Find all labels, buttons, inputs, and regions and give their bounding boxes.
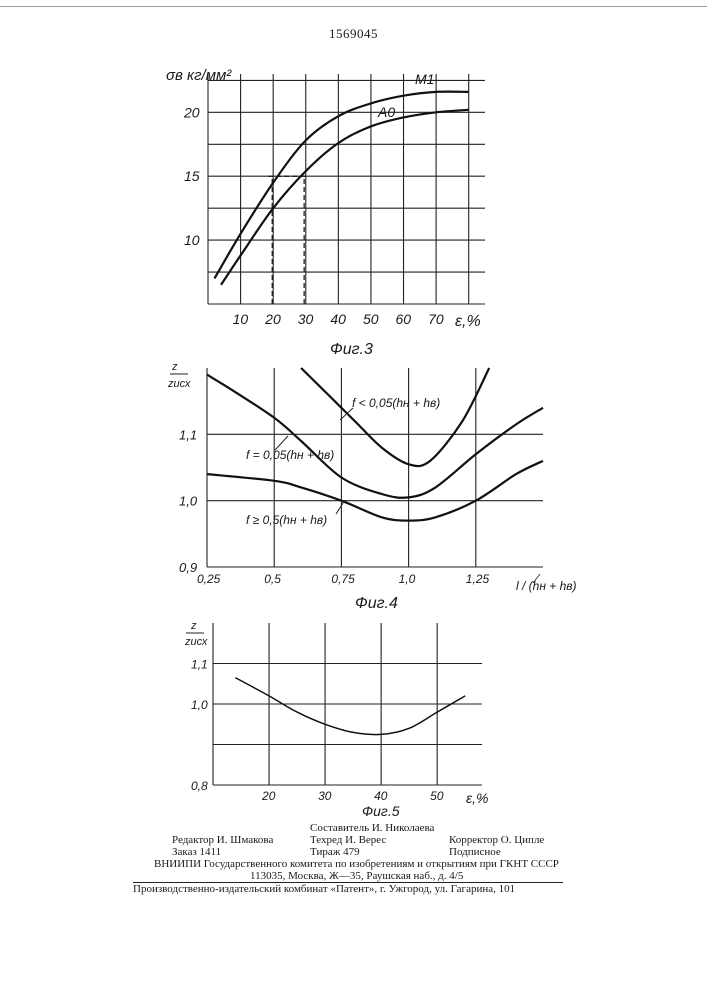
fig3-x-tick-label: 20 — [264, 311, 281, 327]
fig3-xlabel: ε,% — [455, 313, 481, 330]
svg-text:z: z — [190, 620, 197, 632]
fig3-caption: Фиг.3 — [330, 341, 373, 358]
fig4-x-tick-label: 1,0 — [399, 572, 416, 586]
fig4-x-tick-label: 1,25 — [466, 572, 490, 586]
fig5-curves — [235, 678, 465, 735]
fig4-series-label-2: f = 0,05(hн + hв) — [246, 448, 334, 462]
imprint-org: ВНИИПИ Государственного комитета по изоб… — [154, 858, 559, 871]
fig3-series-line-2 — [221, 110, 469, 285]
imprint-compiler: Составитель И. Николаева — [310, 822, 434, 835]
fig4-x-tick-label: 0,25 — [197, 572, 221, 586]
fig5-caption: Фиг.5 — [362, 803, 400, 819]
imprint-corrector: Корректор О. Ципле — [449, 834, 544, 847]
fig4-x-tick-label: 0,75 — [331, 572, 355, 586]
figure-4-chart: z zисх l / (hн + hв) f < 0,05(hн + hв) f… — [0, 360, 707, 610]
fig5-grid — [213, 623, 482, 785]
fig4-y-tick-label: 0,9 — [179, 560, 197, 575]
fig5-x-tick-label: 30 — [318, 789, 332, 803]
svg-text:zисх: zисх — [184, 636, 208, 648]
fig3-y-tick-label: 15 — [184, 168, 200, 184]
fig5-y-tick-label: 0,8 — [191, 779, 208, 793]
imprint-editor: Редактор И. Шмакова — [172, 834, 273, 847]
fig3-series-line-1 — [215, 92, 469, 279]
fig4-series-label-1: f < 0,05(hн + hв) — [352, 396, 440, 410]
fig3-ylabel: σв кг/мм² — [166, 67, 232, 84]
svg-text:z: z — [171, 361, 178, 373]
fig3-x-tick-label: 70 — [428, 311, 444, 327]
imprint-address: 113035, Москва, Ж—35, Раушская наб., д. … — [250, 870, 463, 883]
imprint-signed: Подписное — [449, 846, 501, 859]
svg-text:zисх: zисх — [167, 378, 191, 390]
patent-number: 1569045 — [0, 26, 707, 42]
top-border-line — [0, 6, 707, 7]
imprint-plant: Производственно-издательский комбинат «П… — [133, 882, 563, 896]
fig3-series-label-a0: A0 — [377, 104, 395, 120]
fig5-y-tick-label: 1,1 — [191, 658, 208, 672]
fig3-x-tick-label: 30 — [298, 311, 314, 327]
fig3-series-label-m1: M1 — [415, 71, 434, 87]
fig4-curves — [207, 368, 543, 521]
fig3-y-tick-label: 10 — [184, 232, 200, 248]
fig3-x-tick-label: 40 — [330, 311, 346, 327]
imprint-techred: Техред И. Верес — [310, 834, 386, 847]
fig3-x-tick-label: 60 — [396, 311, 412, 327]
imprint-order: Заказ 1411 — [172, 846, 221, 859]
fig4-y-tick-label: 1,0 — [179, 494, 198, 509]
fig5-series-line-1 — [235, 678, 465, 735]
fig5-x-tick-label: 40 — [374, 789, 388, 803]
imprint-circulation: Тираж 479 — [310, 846, 360, 859]
fig3-y-tick-label: 20 — [183, 104, 200, 120]
fig5-xlabel: ε,% — [466, 790, 489, 806]
fig4-y-tick-label: 1,1 — [179, 427, 197, 442]
figure-5-chart: z zисх ε,% Фиг.5 20 30 40 50 0,8 1,0 1,1 — [0, 610, 707, 825]
fig5-ylabel: z zисх — [184, 620, 208, 648]
fig4-xlabel: l / (hн + hв) — [516, 579, 577, 593]
fig3-x-tick-label: 10 — [233, 311, 249, 327]
fig3-grid — [208, 74, 485, 304]
fig3-x-tick-label: 50 — [363, 311, 379, 327]
fig4-series-label-3: f ≥ 0,5(hн + hв) — [246, 513, 327, 527]
fig4-x-tick-label: 0,5 — [264, 572, 281, 586]
fig4-series-line-3 — [207, 461, 543, 521]
fig5-x-tick-label: 50 — [430, 789, 444, 803]
figure-3-chart: σв кг/мм² ε,% M1 A0 Фиг.3 10 20 30 40 50 60 70… — [0, 60, 707, 360]
fig5-y-tick-label: 1,0 — [191, 698, 208, 712]
fig5-x-tick-label: 20 — [261, 789, 276, 803]
fig4-ylabel: z zисх — [167, 361, 191, 390]
